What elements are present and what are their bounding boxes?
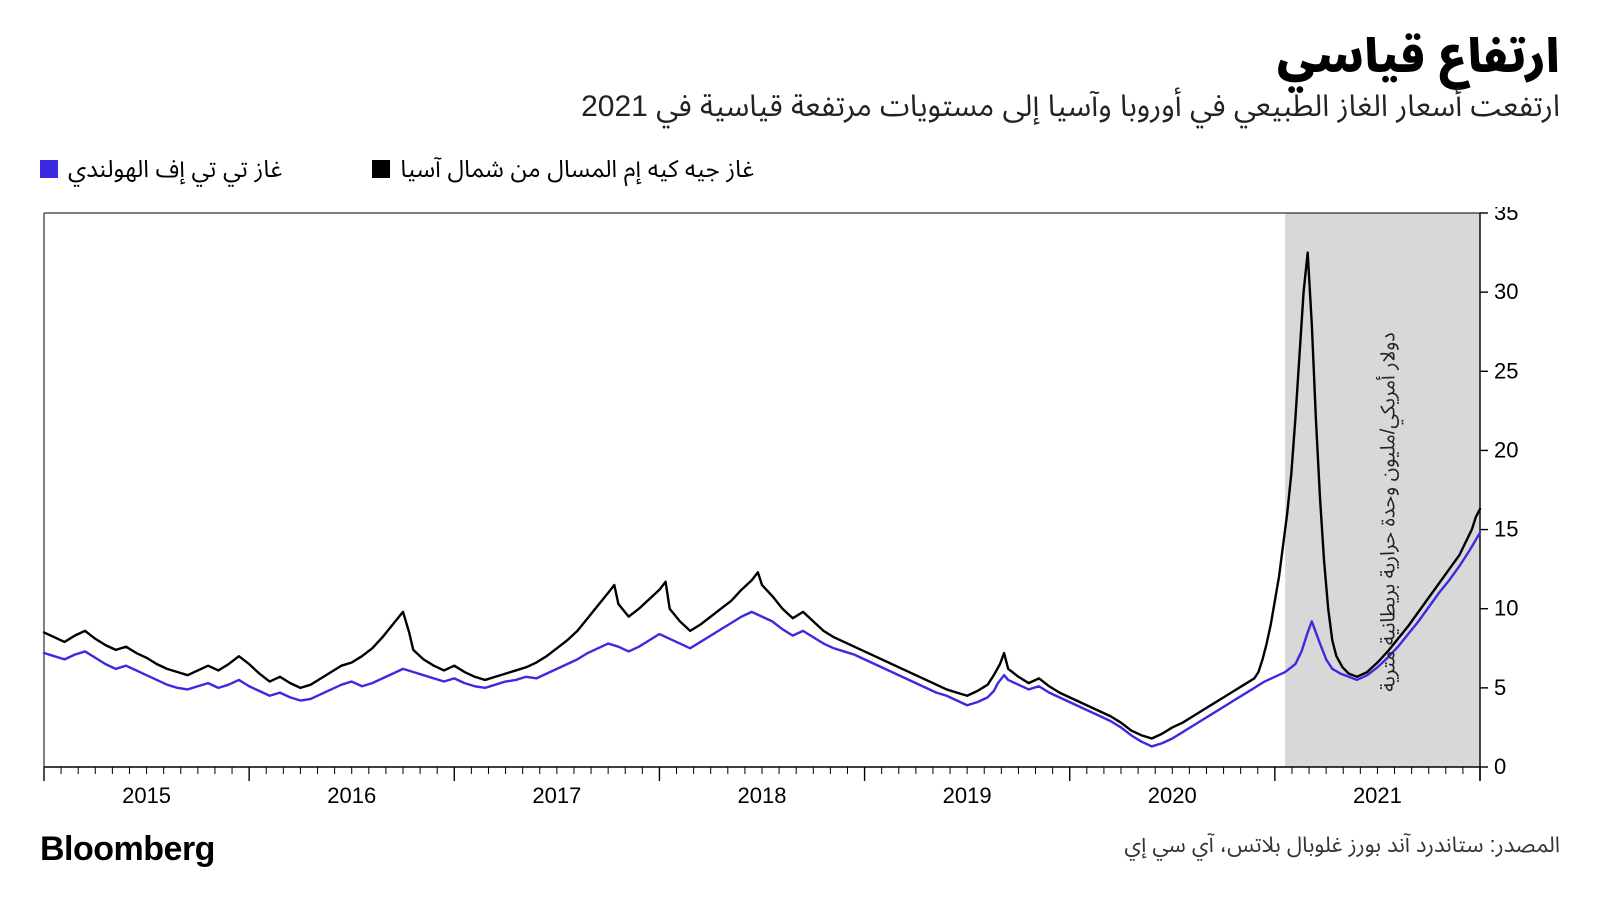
svg-text:2019: 2019 xyxy=(943,783,992,808)
brand-logo: Bloomberg xyxy=(40,830,215,869)
svg-text:20: 20 xyxy=(1494,437,1518,462)
svg-text:2020: 2020 xyxy=(1148,783,1197,808)
y-axis-label: دولار أمريكي/مليون وحدة حرارية بريطانية … xyxy=(1367,332,1409,691)
legend-swatch-jkm xyxy=(372,160,390,178)
source-text: المصدر: ستاندرد آند بورز غلوبال بلاتس، آ… xyxy=(1124,823,1560,869)
legend-label-jkm: غاز جيه كيه إم المسال من شمال آسيا xyxy=(400,144,754,195)
svg-text:2018: 2018 xyxy=(738,783,787,808)
plot-area: 0 5 10 15 20 25 30 35 2015 2016 2017 2018 2019 2020 20… xyxy=(40,207,1560,817)
chart-subtitle: ارتفعت أسعار الغاز الطبيعي في أوروبا وآس… xyxy=(40,87,1560,126)
legend-swatch-ttf xyxy=(40,160,58,178)
svg-text:2017: 2017 xyxy=(532,783,581,808)
line-chart-svg: 0 5 10 15 20 25 30 35 2015 2016 2017 2018 2019 2020 20… xyxy=(40,207,1560,817)
svg-text:35: 35 xyxy=(1494,207,1518,225)
svg-text:15: 15 xyxy=(1494,516,1518,541)
chart-title: ارتفاع قياسي xyxy=(40,30,1560,83)
svg-text:25: 25 xyxy=(1494,358,1518,383)
svg-text:2021: 2021 xyxy=(1353,783,1402,808)
chart-container: ارتفاع قياسي ارتفعت أسعار الغاز الطبيعي … xyxy=(0,0,1600,900)
footer: المصدر: ستاندرد آند بورز غلوبال بلاتس، آ… xyxy=(40,823,1560,869)
legend-item-ttf: غاز تي تي إف الهولندي xyxy=(40,144,282,195)
svg-text:2016: 2016 xyxy=(327,783,376,808)
legend-label-ttf: غاز تي تي إف الهولندي xyxy=(68,144,282,195)
svg-text:0: 0 xyxy=(1494,754,1506,779)
legend-item-jkm: غاز جيه كيه إم المسال من شمال آسيا xyxy=(372,144,754,195)
svg-text:5: 5 xyxy=(1494,675,1506,700)
svg-text:10: 10 xyxy=(1494,596,1518,621)
svg-text:2015: 2015 xyxy=(122,783,171,808)
svg-text:30: 30 xyxy=(1494,279,1518,304)
legend: غاز تي تي إف الهولندي غاز جيه كيه إم الم… xyxy=(40,144,1560,195)
